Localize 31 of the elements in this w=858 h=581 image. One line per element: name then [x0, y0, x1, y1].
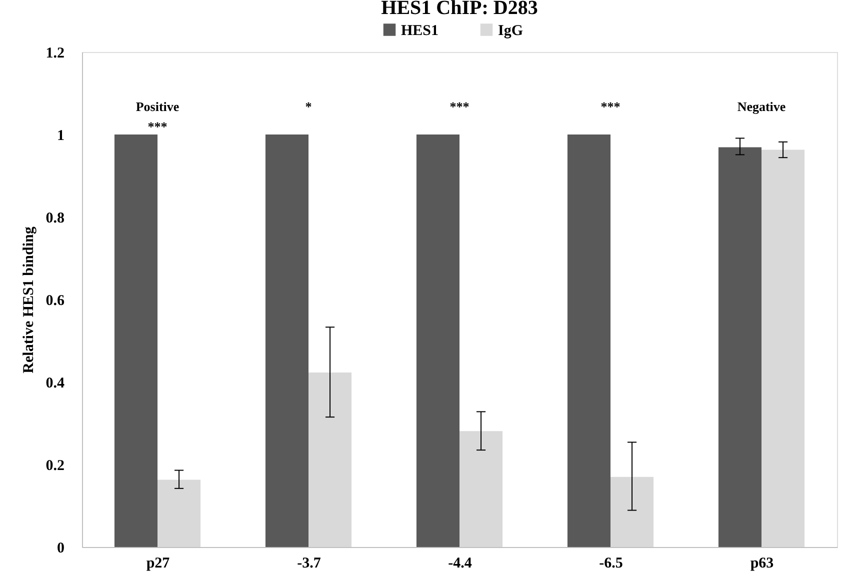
y-tick-label: 0.8: [46, 210, 64, 226]
y-tick-label: 1: [57, 128, 64, 144]
annotation: *: [305, 99, 312, 114]
y-tick-label: 0.4: [46, 376, 65, 392]
annotation: Positive ***: [136, 99, 180, 134]
annotation: ***: [450, 99, 470, 114]
x-tick-label: p27: [146, 556, 170, 572]
bar: [416, 134, 460, 547]
bar: [265, 134, 308, 547]
x-tick-label: -6.5: [599, 556, 623, 572]
y-axis-title: Relative HES1 binding: [20, 226, 37, 374]
bar: [762, 150, 805, 547]
x-tick-label: -4.4: [448, 556, 472, 572]
y-tick-label: 1.2: [46, 46, 64, 62]
bar: [158, 480, 201, 547]
bar: [308, 372, 352, 547]
annotation: ***: [600, 99, 620, 114]
x-tick-label: p63: [750, 556, 774, 572]
bar: [718, 147, 762, 547]
bar: [567, 134, 610, 547]
y-tick-label: 0.6: [46, 293, 65, 309]
bar: [460, 431, 503, 547]
legend-label: HES1: [401, 22, 439, 39]
chart-title: HES1 ChIP: D283: [381, 0, 538, 19]
x-tick-label: -3.7: [297, 556, 322, 572]
bar: [114, 134, 158, 547]
y-tick-label: 0: [57, 540, 64, 556]
legend-label: IgG: [498, 22, 524, 39]
y-tick-label: 0.2: [46, 458, 64, 474]
bar: [610, 476, 654, 547]
annotation: Negative: [737, 99, 786, 114]
